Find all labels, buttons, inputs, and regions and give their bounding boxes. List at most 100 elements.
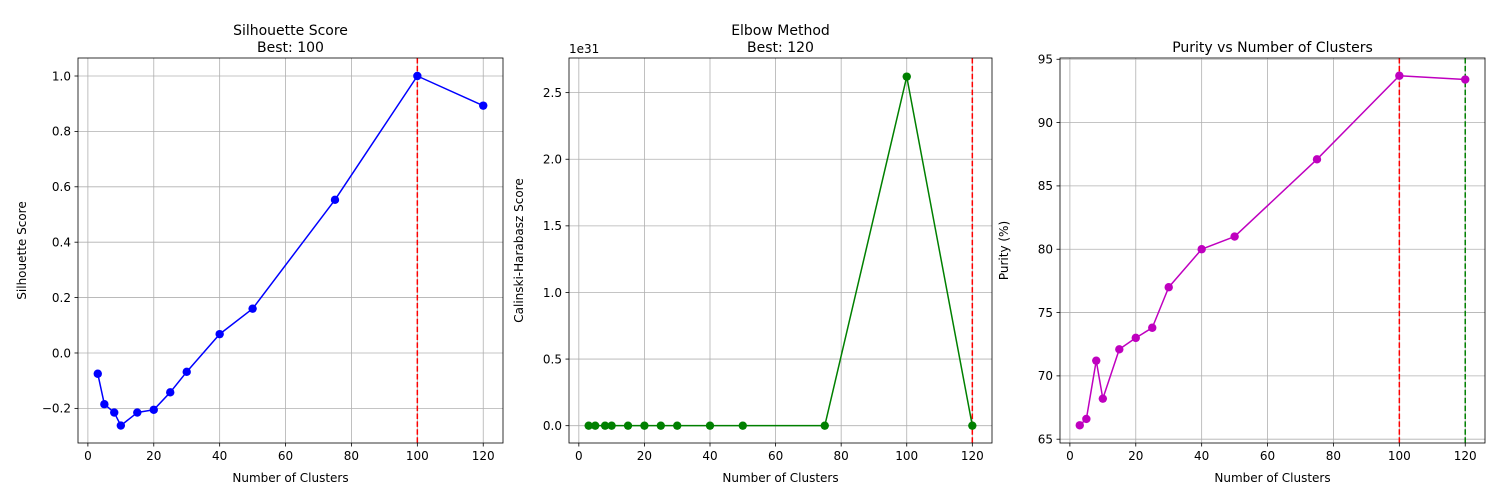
x-tick-label: 120	[961, 449, 984, 463]
y-tick-label: 90	[1038, 116, 1053, 130]
data-point	[166, 388, 175, 397]
y-tick-label: 65	[1038, 433, 1053, 447]
x-tick-label: 80	[1326, 449, 1341, 463]
y-tick-label: 0.4	[52, 235, 71, 249]
series-line	[1079, 74, 1466, 426]
data-point	[640, 421, 649, 430]
y-tick-label: 0.2	[52, 291, 71, 305]
data-point	[607, 421, 616, 430]
data-point	[1395, 71, 1404, 80]
data-point	[93, 369, 102, 378]
data-point	[820, 421, 829, 430]
data-point	[1092, 356, 1101, 365]
data-point	[330, 195, 340, 205]
x-axis-label: Number of Clusters	[232, 471, 348, 485]
x-tick-label: 20	[146, 449, 161, 463]
x-tick-label: 120	[1454, 449, 1477, 463]
data-point	[656, 421, 666, 430]
chart-panel-2: 0 20 40 60 80 100 120 0.0 0.5 1.0 1.5 2.0 2.5 1e31 Num…	[512, 23, 993, 485]
y-tick-label: 95	[1038, 53, 1053, 67]
data-point	[968, 421, 977, 430]
data-point	[591, 421, 600, 430]
data-point	[584, 421, 593, 430]
data-point	[705, 421, 715, 430]
y-tick-label: 0.0	[52, 346, 71, 360]
data-point	[738, 421, 747, 430]
data-point	[902, 72, 911, 81]
data-point	[1082, 414, 1091, 424]
axes-frame	[77, 57, 504, 444]
data-point	[1115, 345, 1124, 354]
data-point	[248, 304, 257, 313]
x-tick-label: 100	[895, 449, 918, 463]
x-tick-label: 20	[1128, 449, 1143, 463]
y-tick-label: 85	[1038, 179, 1053, 193]
y-tick-label: 70	[1038, 369, 1053, 383]
data-point	[100, 400, 109, 409]
chart-title-line-2: Best: 120	[747, 40, 814, 56]
y-tick-label: 1.0	[52, 69, 71, 83]
x-tick-label: 40	[1194, 449, 1209, 463]
y-tick-label: 1.5	[543, 219, 562, 233]
data-point	[133, 408, 142, 417]
x-axis-label: Number of Clusters	[1214, 471, 1330, 485]
data-point	[215, 329, 224, 339]
chart-title-line-1: Purity vs Number of Clusters	[1172, 40, 1373, 56]
axes-frame	[568, 57, 993, 444]
x-tick-label: 40	[212, 449, 227, 463]
y-tick-label: 75	[1038, 306, 1053, 320]
data-point	[1197, 245, 1206, 254]
series-line	[97, 75, 484, 427]
data-point	[1312, 155, 1322, 164]
y-tick-label: 2.0	[543, 153, 562, 167]
x-tick-label: 40	[702, 449, 717, 463]
x-tick-label: 0	[1066, 449, 1074, 463]
x-tick-label: 60	[768, 449, 783, 463]
chart-title-line-1: Silhouette Score	[233, 23, 348, 39]
data-point	[116, 421, 126, 430]
series-line	[588, 75, 974, 427]
chart-title-line-2: Best: 100	[257, 40, 324, 56]
data-point	[149, 405, 158, 414]
x-tick-label: 0	[575, 449, 583, 463]
data-point	[1098, 394, 1108, 403]
x-axis-label: Number of Clusters	[722, 471, 838, 485]
data-point	[413, 71, 422, 81]
data-point	[110, 408, 119, 417]
chart-panel-3: 0 20 40 60 80 100 120 65 70 75 80 85 90 95 Number of C…	[997, 40, 1486, 485]
x-tick-label: 80	[834, 449, 849, 463]
y-tick-label: 0.8	[52, 125, 71, 139]
x-tick-label: 60	[278, 449, 293, 463]
data-point	[479, 101, 488, 110]
data-point	[1131, 333, 1140, 343]
data-point	[182, 367, 191, 377]
x-tick-label: 100	[406, 449, 429, 463]
data-point	[1075, 421, 1084, 430]
x-tick-label: 80	[344, 449, 359, 463]
data-point	[600, 421, 610, 430]
y-offset-text: 1e31	[569, 42, 599, 56]
data-point	[673, 421, 682, 430]
y-tick-label: −0.2	[42, 402, 71, 416]
x-tick-label: 60	[1260, 449, 1275, 463]
data-point	[1461, 75, 1470, 84]
y-tick-label: 0.6	[52, 180, 71, 194]
x-tick-label: 20	[637, 449, 652, 463]
chart-panel-1: 0 20 40 60 80 100 120 −0.2 0.0 0.2 0.4 0.6 0.8 1.0 Num…	[15, 23, 504, 485]
y-tick-label: 2.5	[543, 86, 562, 100]
y-axis-label: Calinski-Harabasz Score	[512, 178, 526, 322]
data-point	[1164, 283, 1173, 292]
y-tick-label: 0.0	[543, 419, 562, 433]
x-tick-label: 0	[84, 449, 92, 463]
y-axis-label: Silhouette Score	[15, 201, 29, 299]
data-point	[1230, 232, 1239, 241]
data-point	[623, 421, 633, 430]
data-point	[1148, 323, 1157, 332]
x-tick-label: 120	[472, 449, 495, 463]
axes-frame	[1059, 57, 1486, 444]
x-tick-label: 100	[1388, 449, 1411, 463]
y-tick-label: 1.0	[543, 286, 562, 300]
y-axis-label: Purity (%)	[997, 221, 1011, 280]
y-tick-label: 0.5	[543, 352, 562, 366]
